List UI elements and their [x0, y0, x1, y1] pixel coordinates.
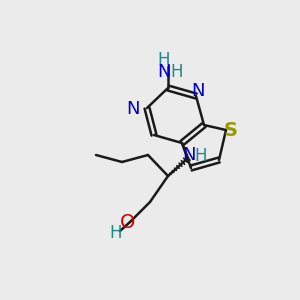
Text: H: H	[158, 51, 170, 69]
Text: N: N	[191, 82, 205, 100]
Text: H: H	[195, 147, 207, 165]
Text: H: H	[110, 224, 122, 242]
Text: N: N	[182, 146, 196, 164]
Text: N: N	[157, 63, 171, 81]
Text: O: O	[120, 214, 136, 232]
Text: H: H	[171, 63, 183, 81]
Text: N: N	[126, 100, 140, 118]
Text: S: S	[224, 122, 238, 140]
